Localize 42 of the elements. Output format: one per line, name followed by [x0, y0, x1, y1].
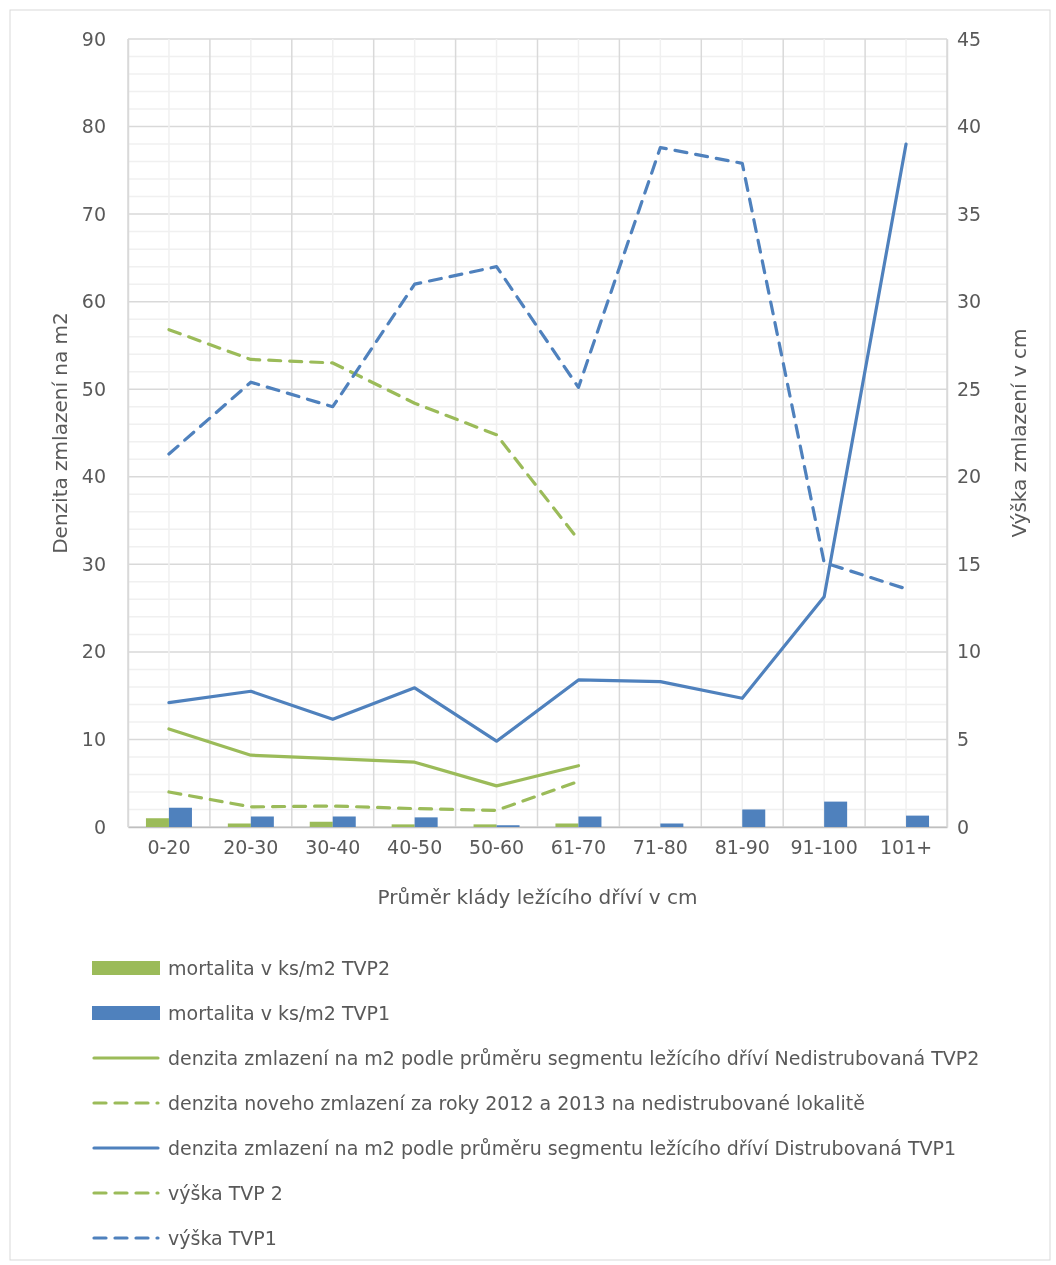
- y2-tick-label: 0: [957, 815, 970, 838]
- y2-tick-label: 15: [957, 552, 982, 575]
- x-tick-label: 61-70: [550, 836, 607, 859]
- legend-label: mortalita v ks/m2 TVP2: [168, 957, 391, 979]
- y2-tick-label: 5: [957, 728, 970, 751]
- y-axis-title: Denzita zmlazení na m2: [48, 312, 72, 554]
- y2-tick-label: 40: [957, 115, 982, 138]
- y-tick-label: 50: [81, 377, 106, 400]
- x-tick-label: 81-90: [714, 836, 770, 859]
- y2-tick-label: 45: [957, 27, 982, 50]
- y2-tick-label: 25: [957, 377, 982, 400]
- y-tick-label: 80: [81, 115, 106, 138]
- x-tick-label: 91-100: [790, 836, 858, 859]
- x-tick-label: 50-60: [468, 836, 525, 859]
- x-tick-label: 71-80: [632, 836, 688, 859]
- y2-tick-label: 35: [957, 202, 982, 225]
- y2-tick-label: 20: [957, 465, 982, 488]
- y-tick-label: 30: [81, 552, 106, 575]
- legend-label: denzita noveho zmlazení za roky 2012 a 2013 na nedistrubované lokalitě: [168, 1092, 865, 1114]
- line-series: [167, 142, 908, 743]
- x-tick-label: 30-40: [305, 836, 361, 859]
- y2-axis-title: Výška zmlazení v cm: [1007, 328, 1031, 538]
- y-tick-label: 90: [81, 27, 106, 50]
- legend-label: denzita zmlazení na m2 podle průměru segmentu ležícího dříví Nedistrubovaná TVP2: [168, 1047, 980, 1069]
- y-tick-label: 40: [81, 465, 106, 488]
- line-series: [167, 727, 581, 788]
- y-tick-label: 70: [81, 202, 106, 225]
- x-tick-label: 40-50: [387, 836, 443, 859]
- y-tick-label: 60: [81, 290, 106, 313]
- y-tick-label: 0: [93, 815, 106, 838]
- x-tick-label: 101+: [879, 836, 933, 859]
- legend-label: denzita zmlazení na m2 podle průměru segmentu ležícího dříví Distrubovaná TVP1: [168, 1137, 957, 1159]
- y2-tick-label: 30: [957, 290, 982, 313]
- legend-label: výška TVP 2: [168, 1182, 283, 1204]
- legend-label: mortalita v ks/m2 TVP1: [168, 1002, 391, 1024]
- y-tick-label: 10: [81, 728, 106, 751]
- y2-tick-label: 10: [957, 640, 982, 663]
- y-tick-label: 20: [81, 640, 106, 663]
- legend-label: výška TVP1: [168, 1227, 277, 1249]
- x-axis-title: Průměr klády ležícího dříví v cm: [377, 885, 698, 909]
- x-tick-label: 0-20: [147, 836, 191, 859]
- x-tick-label: 20-30: [223, 836, 279, 859]
